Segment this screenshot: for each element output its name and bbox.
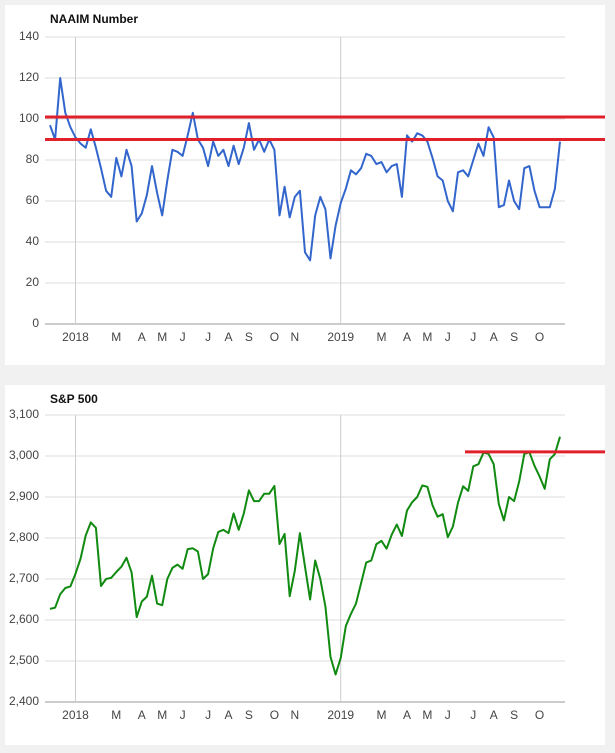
x-tick-label: N <box>290 330 299 344</box>
chart-title: NAAIM Number <box>50 12 138 26</box>
y-tick-label: 2,700 <box>9 571 39 585</box>
x-tick-label: A <box>224 330 232 344</box>
x-tick-label: M <box>111 330 121 344</box>
x-tick-label: 2019 <box>327 708 354 722</box>
x-tick-label: M <box>157 330 167 344</box>
x-tick-label: J <box>470 708 476 722</box>
x-tick-label: O <box>535 708 544 722</box>
x-tick-label: M <box>111 708 121 722</box>
y-tick-label: 2,800 <box>9 530 39 544</box>
x-tick-label: N <box>290 708 299 722</box>
x-tick-label: S <box>245 330 253 344</box>
x-tick-label: J <box>205 708 211 722</box>
x-tick-label: M <box>422 330 432 344</box>
x-tick-label: M <box>377 330 387 344</box>
x-tick-label: S <box>245 708 253 722</box>
x-tick-label: M <box>157 708 167 722</box>
x-tick-label: J <box>470 330 476 344</box>
y-tick-label: 3,000 <box>9 448 39 462</box>
x-tick-label: M <box>422 708 432 722</box>
x-tick-label: A <box>403 708 411 722</box>
y-tick-label: 0 <box>32 316 39 330</box>
x-tick-label: M <box>377 708 387 722</box>
y-tick-label: 2,500 <box>9 653 39 667</box>
x-tick-label: A <box>138 708 146 722</box>
x-tick-label: A <box>138 330 146 344</box>
x-tick-label: A <box>403 330 411 344</box>
y-tick-label: 20 <box>26 275 40 289</box>
panel <box>5 5 605 365</box>
x-tick-label: 2018 <box>62 708 89 722</box>
y-tick-label: 140 <box>19 29 39 43</box>
chart-title: S&P 500 <box>50 392 98 406</box>
y-tick-label: 40 <box>26 234 40 248</box>
x-tick-label: O <box>535 330 544 344</box>
y-tick-label: 3,100 <box>9 407 39 421</box>
y-tick-label: 2,400 <box>9 694 39 708</box>
y-tick-label: 100 <box>19 111 39 125</box>
x-tick-label: J <box>445 330 451 344</box>
x-tick-label: S <box>510 708 518 722</box>
y-tick-label: 2,900 <box>9 489 39 503</box>
x-tick-label: 2018 <box>62 330 89 344</box>
x-tick-label: A <box>490 330 498 344</box>
x-tick-label: A <box>224 708 232 722</box>
y-tick-label: 2,600 <box>9 612 39 626</box>
x-tick-label: J <box>180 708 186 722</box>
x-tick-label: O <box>270 330 279 344</box>
series-line <box>49 77 561 262</box>
x-tick-label: S <box>510 330 518 344</box>
y-tick-label: 60 <box>26 193 40 207</box>
x-tick-label: 2019 <box>327 330 354 344</box>
x-tick-label: J <box>445 708 451 722</box>
x-tick-label: O <box>270 708 279 722</box>
x-tick-label: J <box>205 330 211 344</box>
x-tick-label: J <box>180 330 186 344</box>
series-line <box>49 436 561 676</box>
y-tick-label: 80 <box>26 152 40 166</box>
y-tick-label: 120 <box>19 70 39 84</box>
x-tick-label: A <box>490 708 498 722</box>
